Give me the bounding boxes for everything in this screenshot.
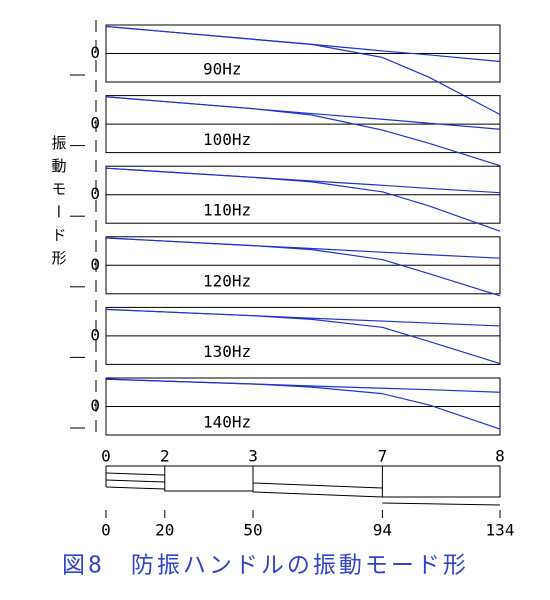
x-tick-label: 0 — [101, 521, 111, 540]
handle-outline — [105, 472, 165, 476]
x-tick-label: 50 — [243, 521, 262, 540]
mode-curve — [105, 237, 501, 297]
panel-title: 100Hz — [203, 130, 251, 149]
y-tick-label: 0 — [90, 396, 100, 415]
x-tick-label: 94 — [373, 521, 392, 540]
handle-outline — [105, 486, 165, 490]
node-label: 0 — [101, 447, 111, 466]
mode-curve — [105, 308, 501, 365]
panel-title: 130Hz — [203, 342, 251, 361]
mode-curve — [105, 25, 501, 116]
handle-outline — [252, 482, 383, 489]
x-tick-label: 134 — [486, 521, 515, 540]
mode-curve — [105, 167, 501, 232]
y-tick-label: 0 — [90, 325, 100, 344]
node-label: 8 — [495, 447, 505, 466]
handle-block — [381, 465, 501, 498]
caption: 図8 防振ハンドルの振動モード形 — [62, 553, 469, 579]
handle-outline — [105, 479, 165, 483]
y-tick-label: 0 — [90, 255, 100, 274]
node-label: 7 — [378, 447, 388, 466]
y-tick-label: 0 — [90, 43, 100, 62]
y-tick-label: 0 — [90, 184, 100, 203]
mode-curve — [105, 378, 501, 430]
node-label: 2 — [160, 447, 170, 466]
handle-outline — [382, 502, 501, 506]
panel-title: 110Hz — [203, 201, 251, 220]
handle-block — [164, 465, 254, 492]
panel-title: 140Hz — [203, 413, 251, 432]
panel-title: 90Hz — [203, 60, 242, 79]
mode-curve — [105, 96, 501, 167]
x-tick-label: 20 — [155, 521, 174, 540]
y-tick-label: 0 — [90, 114, 100, 133]
handle-outline — [252, 491, 383, 498]
panel-title: 120Hz — [203, 271, 251, 290]
node-label: 3 — [248, 447, 258, 466]
y-axis-label: 振動モード形 — [50, 135, 68, 273]
